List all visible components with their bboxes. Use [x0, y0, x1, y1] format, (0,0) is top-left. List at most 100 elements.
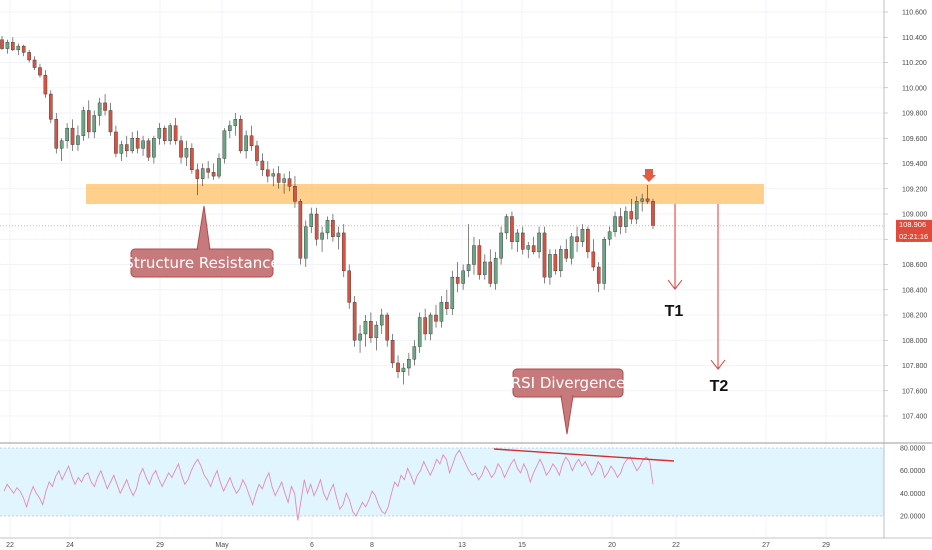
time-tick-label: 24 [66, 542, 74, 549]
candle [542, 226, 547, 284]
candle [168, 123, 172, 145]
candle [569, 232, 574, 265]
candle [200, 163, 205, 187]
candle [233, 113, 238, 136]
price-tick-label: 109.800 [902, 111, 927, 118]
candle [260, 153, 265, 177]
candle [206, 160, 210, 179]
candle [558, 245, 563, 278]
price-tick-label: 110.400 [902, 35, 927, 42]
candle [385, 312, 389, 347]
candle [287, 171, 292, 192]
time-tick-label: 27 [762, 542, 770, 549]
candle [271, 168, 276, 187]
candle [466, 224, 471, 278]
candle [108, 102, 113, 136]
candles-series [0, 35, 655, 385]
candle [228, 120, 232, 139]
candle [531, 236, 536, 255]
candle [119, 140, 124, 161]
candle [363, 315, 368, 347]
candle [282, 173, 286, 194]
time-axis-labels: 22 24 29 May 6 8 13 15 20 22 27 29 [6, 542, 830, 549]
price-tick-label: 110.000 [902, 85, 927, 92]
candle [493, 251, 498, 290]
candle [255, 140, 259, 167]
candle [309, 207, 314, 233]
t1-arrowhead-icon [667, 279, 683, 290]
time-tick-label: 22 [6, 542, 14, 549]
rsi-tick-label: 20.0000 [900, 514, 925, 521]
candle [244, 130, 248, 159]
candle [472, 236, 476, 275]
candle [114, 125, 118, 158]
candle [49, 90, 53, 124]
price-tick-label: 108.200 [902, 313, 927, 320]
candle [651, 198, 655, 230]
candle [580, 224, 585, 247]
candle [521, 226, 525, 255]
candle [401, 362, 406, 385]
candle [54, 113, 59, 154]
candle [640, 193, 644, 212]
candle [607, 226, 612, 246]
candle [461, 264, 465, 290]
candle [92, 110, 97, 139]
candle [65, 123, 69, 149]
down-marker-icon [642, 169, 656, 182]
price-tick-label: 109.000 [902, 212, 927, 219]
price-tick-label: 109.400 [902, 161, 927, 168]
candle [331, 214, 335, 242]
candle [298, 198, 303, 265]
candle [336, 226, 341, 250]
candle [179, 135, 183, 164]
candle [238, 115, 243, 154]
price-tick-label: 109.600 [902, 136, 927, 143]
candle [97, 97, 102, 126]
candle [455, 261, 460, 293]
candle [352, 296, 357, 347]
price-tick-label: 107.800 [902, 363, 927, 370]
price-axis-labels: 110.600 110.400 110.200 110.000 109.800 109.6… [884, 10, 927, 421]
candle [59, 138, 64, 161]
candle [27, 49, 31, 63]
price-tick-label: 108.600 [902, 262, 927, 269]
candle [341, 224, 346, 278]
time-tick-label: 20 [608, 542, 616, 549]
candle [222, 128, 227, 164]
candle [396, 355, 400, 379]
candle [586, 226, 590, 259]
rsi-tick-label: 40.0000 [900, 491, 925, 498]
candle [407, 352, 411, 376]
candle [11, 37, 15, 52]
price-tick-label: 109.200 [902, 186, 927, 193]
candle [249, 125, 254, 151]
candle [423, 308, 427, 341]
price-tick-label: 108.000 [902, 338, 927, 345]
candle [434, 304, 438, 328]
rsi-divergence-line [493, 448, 675, 462]
candle [157, 123, 162, 145]
candle [390, 333, 395, 369]
candle [86, 100, 91, 139]
candle [602, 236, 606, 290]
time-tick-label: 13 [458, 542, 466, 549]
target-t2-label: T2 [710, 378, 729, 395]
candle [483, 254, 487, 280]
candle [596, 261, 601, 293]
annotations: Structure Resistance RSI Divergence T1 T… [124, 169, 729, 435]
candle [634, 196, 639, 225]
time-tick-label: May [215, 542, 229, 549]
time-tick-label: 29 [822, 542, 830, 549]
candle [510, 211, 514, 250]
rsi-tick-label: 80.0000 [900, 446, 925, 453]
candle [276, 166, 281, 189]
candle [43, 70, 48, 98]
resistance-label: Structure Resistance [124, 254, 279, 272]
candle [515, 229, 520, 252]
candle [412, 340, 417, 366]
candle [173, 118, 178, 145]
candle [32, 56, 37, 71]
candle [526, 241, 531, 259]
